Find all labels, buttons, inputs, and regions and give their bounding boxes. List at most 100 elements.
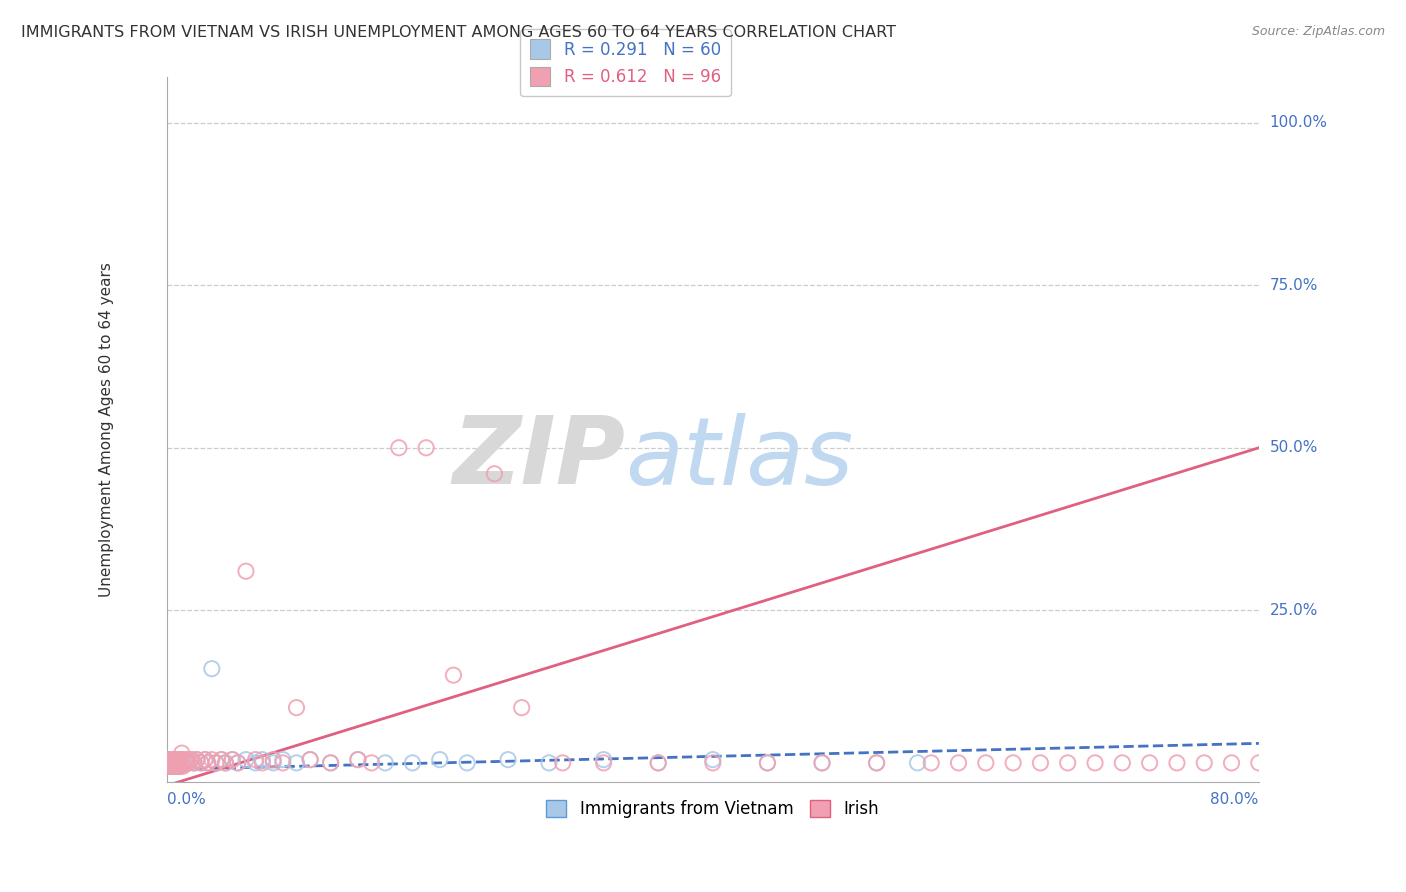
Point: [197, 756, 219, 770]
Point: [1139, 756, 1161, 770]
Point: [163, 753, 186, 767]
Point: [162, 759, 184, 773]
Point: [172, 756, 194, 770]
Point: [160, 759, 183, 773]
Point: [172, 759, 194, 773]
Point: [176, 753, 198, 767]
Point: [647, 756, 669, 770]
Point: [167, 753, 190, 767]
Point: [169, 759, 191, 773]
Point: [1029, 756, 1052, 770]
Point: [1166, 756, 1188, 770]
Point: [756, 756, 779, 770]
Point: [177, 756, 200, 770]
Point: [165, 753, 187, 767]
Point: [920, 756, 942, 770]
Point: [221, 753, 243, 767]
Point: [456, 756, 478, 770]
Point: [1247, 756, 1270, 770]
Point: [180, 753, 202, 767]
Text: 75.0%: 75.0%: [1270, 277, 1319, 293]
Point: [347, 753, 370, 767]
Point: [162, 753, 184, 767]
Point: [157, 753, 180, 767]
Point: [319, 756, 342, 770]
Point: [262, 756, 284, 770]
Point: [186, 753, 208, 767]
Point: [865, 756, 887, 770]
Point: [163, 759, 186, 773]
Point: [245, 753, 267, 767]
Text: 25.0%: 25.0%: [1270, 603, 1319, 617]
Point: [811, 756, 834, 770]
Point: [160, 753, 183, 767]
Point: [162, 753, 184, 767]
Point: [262, 753, 284, 767]
Point: [201, 662, 224, 676]
Point: [221, 753, 243, 767]
Point: [176, 753, 198, 767]
Text: 100.0%: 100.0%: [1270, 115, 1327, 130]
Point: [157, 759, 180, 773]
Point: [159, 753, 181, 767]
Point: [347, 753, 370, 767]
Text: 80.0%: 80.0%: [1211, 792, 1258, 807]
Point: [167, 759, 190, 773]
Point: [201, 753, 224, 767]
Point: [271, 753, 294, 767]
Point: [235, 564, 257, 578]
Point: [496, 753, 519, 767]
Point: [647, 756, 669, 770]
Point: [173, 753, 195, 767]
Point: [1002, 756, 1025, 770]
Point: [169, 753, 191, 767]
Text: 50.0%: 50.0%: [1270, 441, 1319, 455]
Point: [165, 759, 187, 773]
Point: [756, 756, 779, 770]
Point: [160, 759, 183, 773]
Point: [214, 756, 236, 770]
Point: [702, 756, 724, 770]
Point: [162, 759, 184, 773]
Point: [1220, 756, 1243, 770]
Point: [811, 756, 834, 770]
Point: [252, 753, 274, 767]
Point: [169, 753, 191, 767]
Point: [186, 753, 208, 767]
Legend: Immigrants from Vietnam, Irish: Immigrants from Vietnam, Irish: [540, 793, 886, 825]
Text: Source: ZipAtlas.com: Source: ZipAtlas.com: [1251, 25, 1385, 38]
Point: [159, 759, 181, 773]
Point: [159, 753, 181, 767]
Point: [169, 759, 191, 773]
Point: [194, 753, 217, 767]
Point: [235, 753, 257, 767]
Point: [537, 756, 560, 770]
Point: [162, 753, 184, 767]
Point: [197, 756, 219, 770]
Point: [167, 753, 190, 767]
Point: [1084, 756, 1107, 770]
Point: [415, 441, 437, 455]
Point: [214, 756, 236, 770]
Point: [484, 467, 506, 481]
Point: [165, 759, 187, 773]
Point: [443, 668, 465, 682]
Point: [226, 756, 249, 770]
Point: [252, 756, 274, 770]
Point: [401, 756, 423, 770]
Point: [162, 759, 184, 773]
Point: [159, 759, 181, 773]
Point: [183, 756, 205, 770]
Point: [190, 756, 212, 770]
Point: [865, 756, 887, 770]
Point: [173, 753, 195, 767]
Point: [551, 756, 574, 770]
Point: [948, 756, 970, 770]
Text: ZIP: ZIP: [453, 412, 626, 504]
Point: [177, 756, 200, 770]
Point: [226, 756, 249, 770]
Point: [702, 753, 724, 767]
Point: [388, 441, 411, 455]
Point: [190, 756, 212, 770]
Point: [160, 753, 183, 767]
